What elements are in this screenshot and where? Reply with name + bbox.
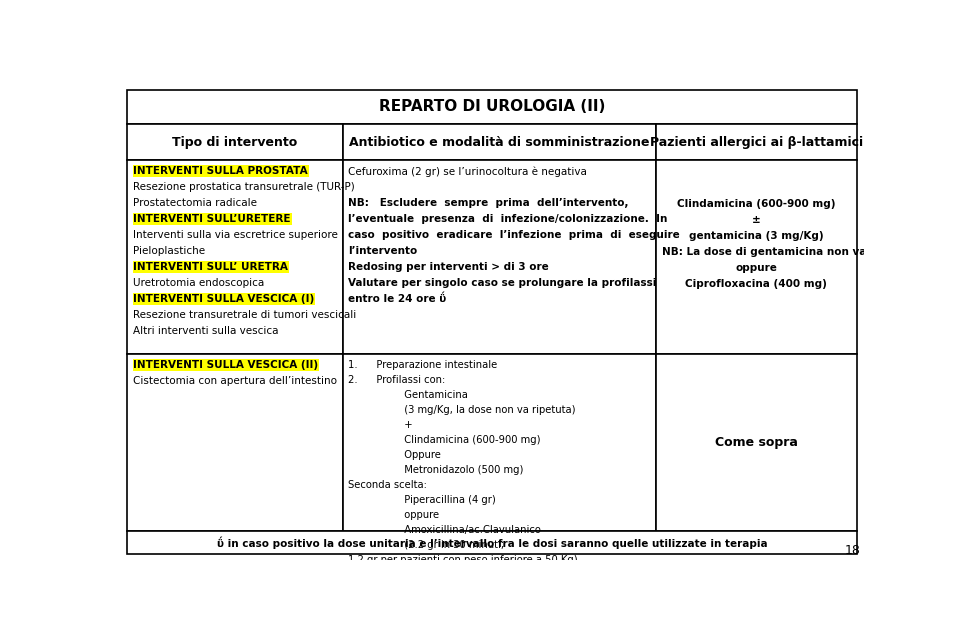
Bar [343,124,656,160]
Text: (2.2 gr in 30 minuti;: (2.2 gr in 30 minuti; [348,540,505,550]
Text: Pazienti allergici ai β-lattamici: Pazienti allergici ai β-lattamici [650,136,863,148]
Text: Cefuroxima (2 gr) se l’urinocoltura è negativa: Cefuroxima (2 gr) se l’urinocoltura è ne… [348,166,588,177]
Text: 1,2 gr per pazienti con peso inferiore a 50 Kg): 1,2 gr per pazienti con peso inferiore a… [348,555,578,565]
Text: l’intervento: l’intervento [348,246,418,256]
Text: Redosing per interventi > di 3 ore di durata: Redosing per interventi > di 3 ore di du… [348,570,566,580]
Bar [343,354,656,531]
Bar [343,160,656,354]
Text: entro le 24 ore ΰ: entro le 24 ore ΰ [348,600,431,611]
Bar [132,261,289,273]
Text: Pieloplastiche: Pieloplastiche [133,246,205,256]
Text: NB: La dose di gentamicina non va ripetuta: NB: La dose di gentamicina non va ripetu… [662,247,918,257]
Bar [128,90,856,124]
Bar [128,124,343,160]
Text: REPARTO DI UROLOGIA (II): REPARTO DI UROLOGIA (II) [379,99,605,114]
Text: INTERVENTI SULLA PROSTATA: INTERVENTI SULLA PROSTATA [133,166,308,176]
Text: Clindamicina (600-900 mg): Clindamicina (600-900 mg) [677,199,835,209]
Text: Metronidazolo (500 mg): Metronidazolo (500 mg) [348,465,524,475]
Bar [128,160,343,354]
Text: INTERVENTI SULL’URETERE: INTERVENTI SULL’URETERE [133,214,291,224]
Text: Ciprofloxacina (400 mg): Ciprofloxacina (400 mg) [685,279,828,289]
Text: Piperacillina (4 gr): Piperacillina (4 gr) [348,495,496,505]
Text: INTERVENTI SULLA VESCICA (II): INTERVENTI SULLA VESCICA (II) [133,360,319,370]
Text: Altri interventi sulla vescica: Altri interventi sulla vescica [133,326,279,336]
Bar [132,165,309,177]
Text: NB:   Escludere  sempre  prima  dell’intervento,: NB: Escludere sempre prima dell’interven… [348,198,629,208]
Text: (3 mg/Kg, la dose non va ripetuta): (3 mg/Kg, la dose non va ripetuta) [348,405,576,415]
Text: Cistectomia con apertura dell’intestino: Cistectomia con apertura dell’intestino [133,376,337,386]
Text: Valutare per singolo caso se prolungare la profilassi: Valutare per singolo caso se prolungare … [348,585,607,595]
Bar [132,359,320,370]
Text: Prostatectomia radicale: Prostatectomia radicale [133,198,257,208]
Text: gentamicina (3 mg/Kg): gentamicina (3 mg/Kg) [689,231,824,241]
Text: Seconda scelta:: Seconda scelta: [348,480,427,490]
Bar [656,160,856,354]
Bar [128,531,856,554]
Text: INTERVENTI SULL’ URETRA: INTERVENTI SULL’ URETRA [133,262,288,272]
Text: Amoxicillina/ac.Clavulanico: Amoxicillina/ac.Clavulanico [348,525,541,535]
Text: Valutare per singolo caso se prolungare la profilassi: Valutare per singolo caso se prolungare … [348,278,657,288]
Text: Resezione prostatica transuretrale (TUR-P): Resezione prostatica transuretrale (TUR-… [133,182,355,192]
Text: Come sopra: Come sopra [715,436,798,449]
Bar [128,354,343,531]
Bar [656,124,856,160]
Bar [132,293,316,305]
Text: Antibiotico e modalità di somministrazione: Antibiotico e modalità di somministrazio… [349,136,650,148]
Text: 2.      Profilassi con:: 2. Profilassi con: [348,375,445,385]
Text: l’eventuale  presenza  di  infezione/colonizzazione.  In: l’eventuale presenza di infezione/coloni… [348,214,668,224]
Bar [132,213,292,225]
Text: ΰ in caso positivo la dose unitaria e l’intervallo fra le dosi saranno quelle ut: ΰ in caso positivo la dose unitaria e l’… [217,536,767,548]
Text: +: + [348,420,413,430]
Text: 1.      Preparazione intestinale: 1. Preparazione intestinale [348,360,497,370]
Text: Redosing per interventi > di 3 ore: Redosing per interventi > di 3 ore [348,262,549,272]
Text: Clindamicina (600-900 mg): Clindamicina (600-900 mg) [348,435,541,445]
Text: oppure: oppure [735,263,778,273]
Bar [656,354,856,531]
Text: Uretrotomia endoscopica: Uretrotomia endoscopica [133,278,265,288]
Text: Tipo di intervento: Tipo di intervento [173,136,298,148]
Text: Interventi sulla via escretrice superiore: Interventi sulla via escretrice superior… [133,230,338,240]
Text: Resezione transuretrale di tumori vescicali: Resezione transuretrale di tumori vescic… [133,310,357,320]
Text: 18: 18 [845,544,860,557]
Text: caso  positivo  eradicare  l’infezione  prima  di  eseguire: caso positivo eradicare l’infezione prim… [348,230,681,240]
Text: ±: ± [752,215,760,225]
Text: Gentamicina: Gentamicina [348,390,468,400]
Text: Oppure: Oppure [348,450,442,460]
Text: entro le 24 ore ΰ: entro le 24 ore ΰ [348,294,446,304]
Text: oppure: oppure [348,510,440,520]
Text: INTERVENTI SULLA VESCICA (I): INTERVENTI SULLA VESCICA (I) [133,294,315,304]
